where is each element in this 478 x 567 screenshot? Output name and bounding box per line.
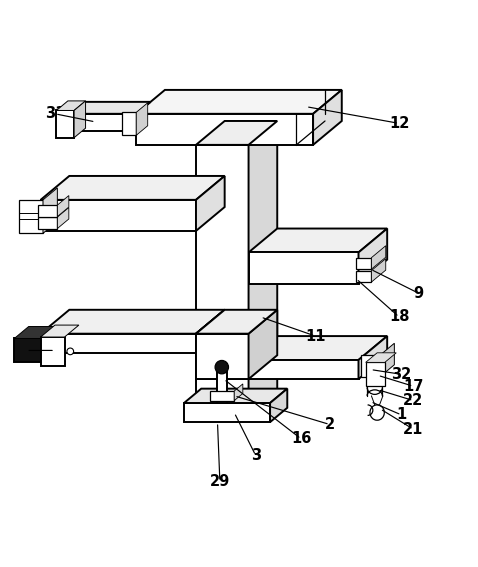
Text: 21: 21 — [403, 422, 424, 437]
Polygon shape — [366, 353, 396, 362]
Text: 11: 11 — [305, 329, 326, 344]
Text: 29: 29 — [210, 475, 230, 489]
Polygon shape — [371, 246, 386, 269]
Polygon shape — [210, 391, 234, 401]
Polygon shape — [56, 111, 74, 138]
Polygon shape — [38, 205, 57, 217]
Text: 1: 1 — [396, 408, 407, 422]
Polygon shape — [356, 270, 371, 282]
Polygon shape — [196, 310, 225, 360]
Polygon shape — [69, 114, 136, 130]
Polygon shape — [234, 384, 243, 401]
Text: 12: 12 — [389, 116, 409, 131]
Polygon shape — [41, 325, 79, 337]
Text: 32: 32 — [391, 367, 412, 382]
Polygon shape — [196, 310, 277, 334]
Polygon shape — [196, 360, 358, 379]
Text: 30: 30 — [16, 343, 36, 358]
Text: 17: 17 — [403, 379, 424, 393]
Polygon shape — [122, 112, 136, 136]
Polygon shape — [41, 327, 55, 362]
Circle shape — [215, 361, 228, 374]
Text: 18: 18 — [389, 310, 409, 324]
Text: 2: 2 — [325, 417, 335, 432]
Polygon shape — [136, 103, 148, 136]
Polygon shape — [41, 310, 225, 334]
Polygon shape — [196, 336, 387, 360]
Polygon shape — [136, 114, 313, 145]
Polygon shape — [184, 403, 270, 422]
Polygon shape — [196, 334, 249, 379]
Polygon shape — [57, 196, 69, 217]
Polygon shape — [57, 208, 69, 229]
Polygon shape — [249, 252, 358, 284]
Polygon shape — [358, 336, 387, 379]
Polygon shape — [196, 176, 225, 231]
Text: 31: 31 — [45, 106, 65, 121]
Polygon shape — [313, 90, 342, 145]
Polygon shape — [41, 334, 196, 353]
Polygon shape — [41, 176, 225, 200]
Polygon shape — [14, 327, 55, 338]
Polygon shape — [249, 121, 277, 420]
Polygon shape — [358, 229, 387, 284]
Polygon shape — [184, 388, 287, 403]
Polygon shape — [249, 229, 387, 252]
Polygon shape — [56, 101, 86, 111]
Polygon shape — [270, 388, 287, 422]
Circle shape — [67, 348, 74, 355]
Polygon shape — [249, 310, 277, 379]
Polygon shape — [217, 372, 227, 403]
Text: 16: 16 — [291, 431, 311, 446]
Polygon shape — [41, 200, 196, 231]
Polygon shape — [38, 217, 57, 229]
Polygon shape — [41, 337, 65, 366]
Polygon shape — [356, 257, 371, 269]
Text: 9: 9 — [413, 286, 424, 301]
Polygon shape — [371, 259, 386, 282]
Polygon shape — [43, 188, 57, 233]
Polygon shape — [196, 145, 249, 420]
Text: 22: 22 — [403, 393, 424, 408]
Polygon shape — [380, 343, 394, 376]
Polygon shape — [19, 200, 43, 233]
Polygon shape — [74, 101, 86, 138]
Text: 3: 3 — [250, 448, 261, 463]
Polygon shape — [196, 310, 225, 353]
Polygon shape — [136, 90, 342, 114]
Polygon shape — [14, 338, 41, 362]
Polygon shape — [361, 355, 380, 376]
Polygon shape — [69, 102, 151, 114]
Polygon shape — [366, 362, 385, 386]
Polygon shape — [196, 121, 277, 145]
